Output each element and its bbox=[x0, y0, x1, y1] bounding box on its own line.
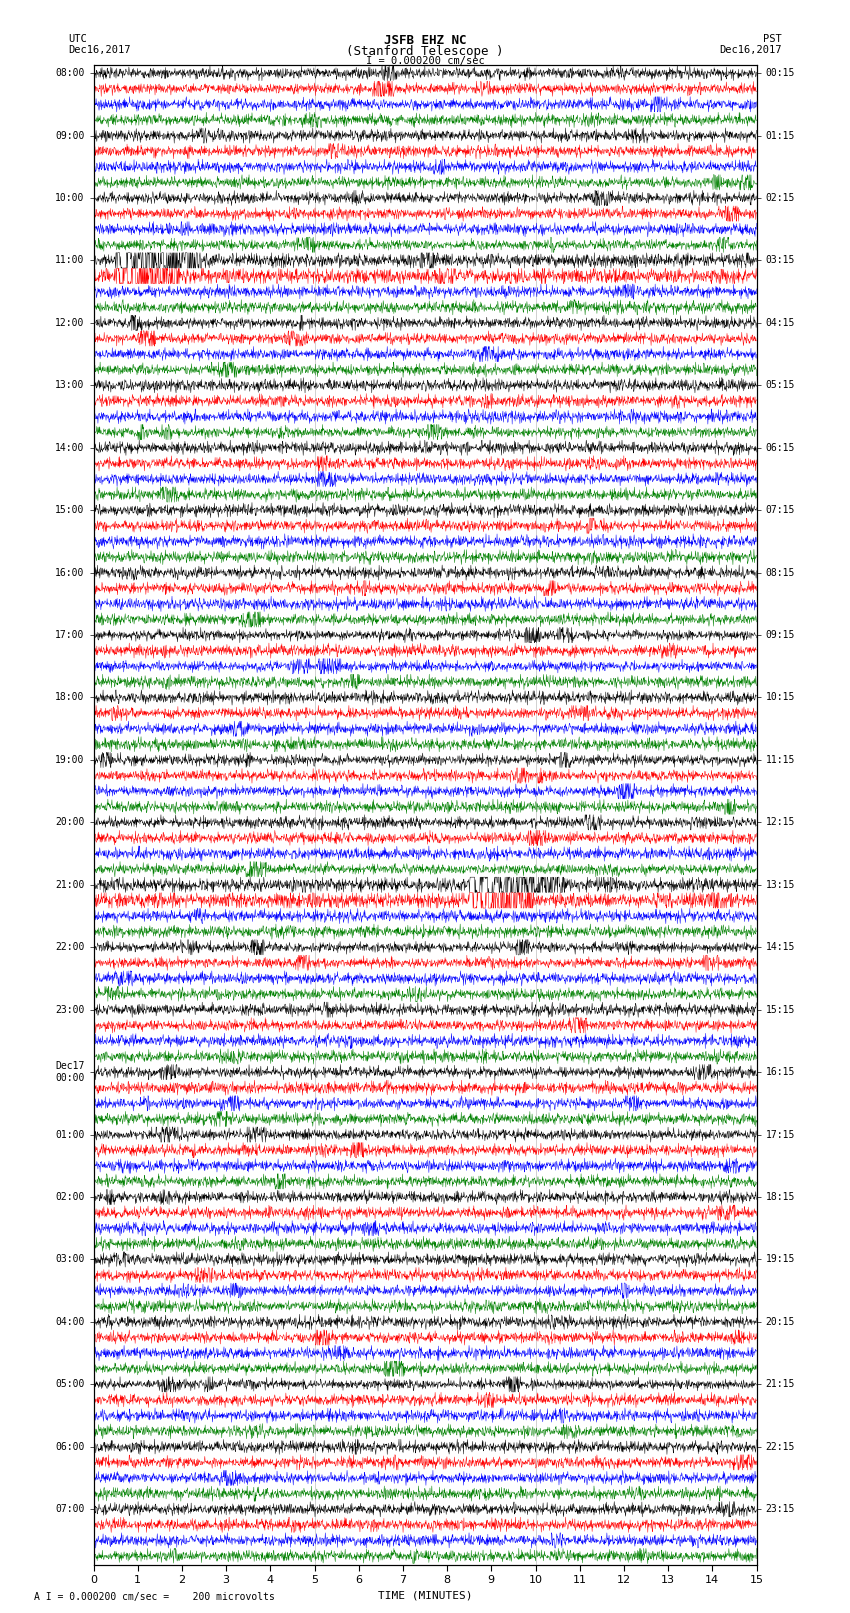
Text: I = 0.000200 cm/sec: I = 0.000200 cm/sec bbox=[366, 56, 484, 66]
Text: UTC
Dec16,2017: UTC Dec16,2017 bbox=[68, 34, 131, 55]
Text: A I = 0.000200 cm/sec =    200 microvolts: A I = 0.000200 cm/sec = 200 microvolts bbox=[34, 1592, 275, 1602]
Text: PST
Dec16,2017: PST Dec16,2017 bbox=[719, 34, 782, 55]
X-axis label: TIME (MINUTES): TIME (MINUTES) bbox=[377, 1590, 473, 1600]
Text: (Stanford Telescope ): (Stanford Telescope ) bbox=[346, 45, 504, 58]
Text: JSFB EHZ NC: JSFB EHZ NC bbox=[383, 34, 467, 47]
